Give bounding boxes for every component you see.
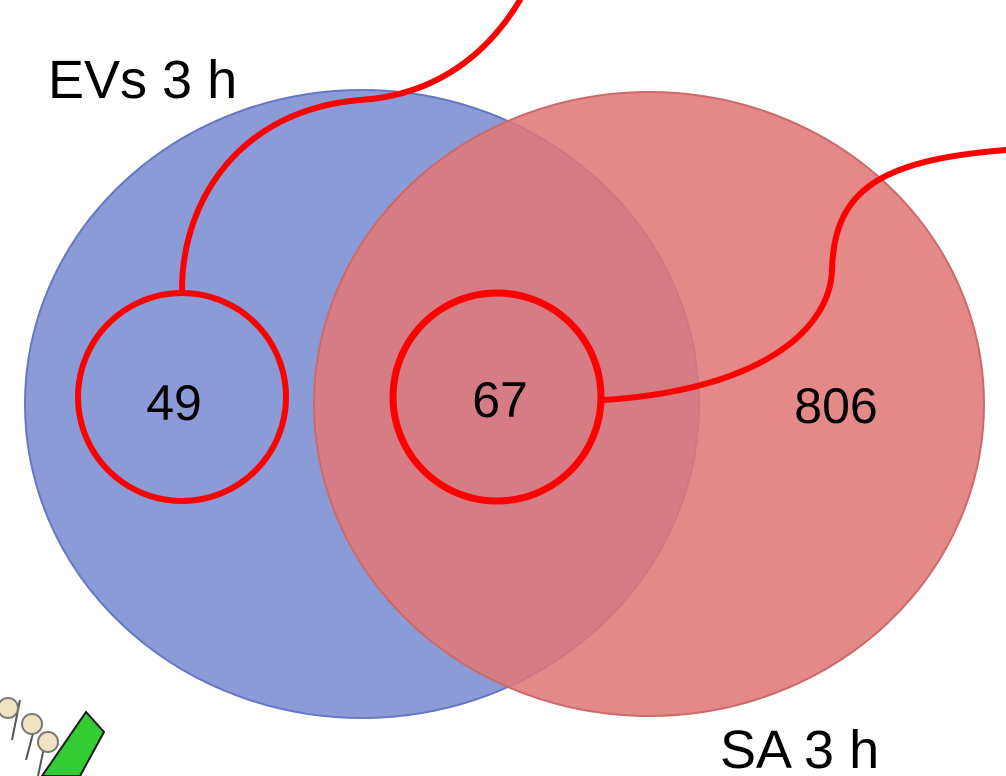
count-only-evs: 49: [146, 375, 202, 431]
highlight-circle-evs: [75, 290, 289, 504]
connector-line-overlap: [601, 147, 1006, 403]
count-overlap: 67: [472, 372, 528, 428]
set-label-evs: EVs 3 h: [48, 50, 237, 110]
set-label-sa: SA 3 h: [720, 720, 879, 776]
set-circle-sa: [313, 91, 985, 717]
vesicle-icon: [0, 697, 106, 776]
count-only-sa: 806: [794, 378, 877, 434]
connector-line-evs: [179, 0, 523, 293]
highlight-circle-overlap: [389, 289, 605, 505]
